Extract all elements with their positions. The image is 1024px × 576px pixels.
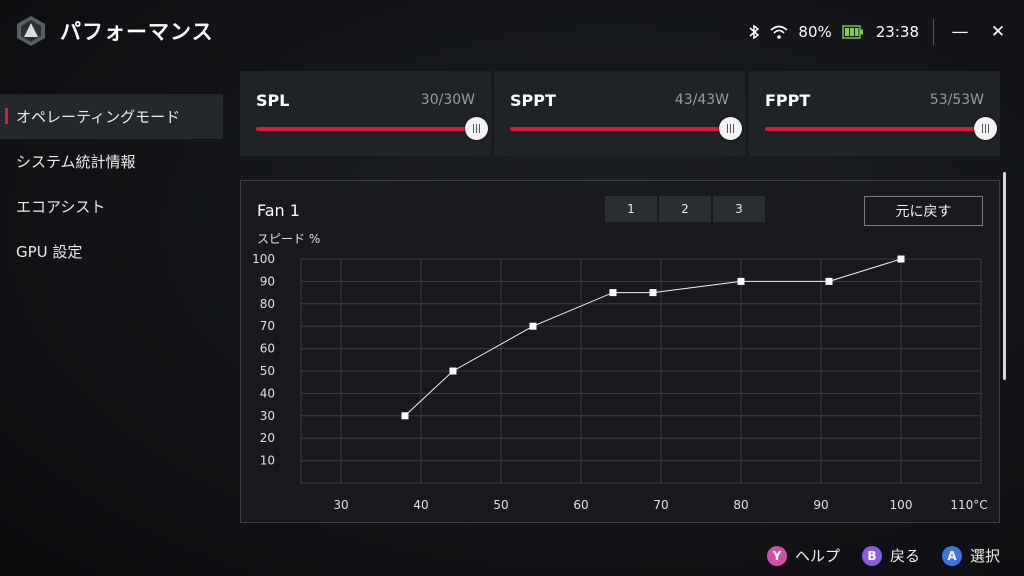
y-button-icon: Y — [766, 545, 787, 566]
battery-percent: 80% — [798, 23, 832, 41]
status-bar: 80% 23:38 — ✕ — [738, 19, 1012, 45]
y-axis-label: スピード % — [257, 232, 321, 246]
y-tick-label: 30 — [260, 409, 275, 423]
battery-charging-icon — [842, 25, 864, 39]
fan-curve-panel: 30 40 50 60 70 80 90 100 110°C 100 90 80 70 60 50 40 30 2… — [240, 180, 1000, 523]
power-value: 30/30W — [420, 92, 475, 108]
fan-curve-line — [404, 258, 902, 417]
clock: 23:38 — [875, 23, 919, 41]
fan-curve-point[interactable] — [897, 255, 905, 263]
x-tick-label: 60 — [573, 498, 588, 512]
power-value: 53/53W — [929, 92, 984, 108]
y-tick-label: 100 — [252, 252, 275, 266]
power-slider-thumb[interactable] — [974, 117, 997, 140]
divider — [933, 19, 934, 45]
x-tick-label: 100 — [890, 498, 913, 512]
hint-label: ヘルプ — [794, 547, 840, 565]
select-hint[interactable]: A 選択 — [941, 545, 1000, 566]
y-tick-label: 70 — [260, 319, 275, 333]
active-marker — [5, 108, 8, 124]
y-tick-label: 10 — [260, 454, 275, 468]
y-tick-label: 90 — [260, 274, 275, 288]
power-slider-track[interactable] — [510, 127, 729, 131]
power-name: SPPT — [510, 91, 556, 110]
sidebar-item-system-stats[interactable]: システム統計情報 — [0, 139, 223, 184]
spl-card: SPL 30/30W — [240, 71, 491, 156]
power-slider-thumb[interactable] — [719, 117, 742, 140]
a-button-icon: A — [941, 545, 962, 566]
hint-label: 戻る — [889, 547, 920, 565]
power-slider-thumb[interactable] — [465, 117, 488, 140]
fan-tab-2[interactable]: 2 — [659, 196, 711, 222]
sidebar-item-gpu-settings[interactable]: GPU 設定 — [0, 229, 223, 274]
y-tick-label: 40 — [260, 386, 275, 400]
x-tick-label: 50 — [493, 498, 508, 512]
fan-curve-point[interactable] — [449, 367, 457, 375]
fan-tab-3[interactable]: 3 — [713, 196, 765, 222]
back-hint[interactable]: B 戻る — [861, 545, 920, 566]
x-tick-label: 70 — [653, 498, 668, 512]
sidebar-item-operating-mode[interactable]: オペレーティングモード — [0, 94, 223, 139]
fan-curve-point[interactable] — [649, 289, 657, 297]
fan-curve-point[interactable] — [737, 277, 745, 285]
minimize-icon[interactable]: — — [951, 22, 969, 42]
sidebar: オペレーティングモード システム統計情報 エコアシスト GPU 設定 — [0, 94, 223, 274]
scrollbar[interactable] — [1003, 172, 1006, 380]
power-slider-track[interactable] — [256, 127, 475, 131]
page-title: パフォーマンス — [60, 20, 214, 44]
x-tick-label: 40 — [413, 498, 428, 512]
power-name: SPL — [256, 91, 290, 110]
x-tick-label: 80 — [733, 498, 748, 512]
wifi-icon — [770, 25, 788, 39]
power-value: 43/43W — [674, 92, 729, 108]
y-tick-label: 20 — [260, 431, 275, 445]
sidebar-item-label: エコアシスト — [16, 198, 106, 216]
reset-button[interactable]: 元に戻す — [864, 196, 983, 226]
sppt-card: SPPT 43/43W — [494, 71, 745, 156]
hint-label: 選択 — [969, 547, 1000, 565]
fan-tab-1[interactable]: 1 — [605, 196, 657, 222]
fan-title: Fan 1 — [257, 201, 300, 220]
controller-hints: Y ヘルプ B 戻る A 選択 — [745, 545, 1000, 566]
fan-curve-chart[interactable]: 30 40 50 60 70 80 90 100 110°C 100 90 80 70 60 50 40 30 2… — [241, 181, 999, 522]
x-tick-label: 90 — [813, 498, 828, 512]
fppt-card: FPPT 53/53W — [749, 71, 1000, 156]
help-hint[interactable]: Y ヘルプ — [766, 545, 840, 566]
fan-profile-tabs: 1 2 3 — [605, 196, 765, 222]
x-tick-label: 110°C — [950, 498, 987, 512]
y-tick-label: 60 — [260, 342, 275, 356]
bluetooth-icon — [748, 24, 760, 40]
app-logo-icon — [17, 16, 45, 46]
b-button-icon: B — [861, 545, 882, 566]
y-tick-label: 50 — [260, 364, 275, 378]
power-slider-track[interactable] — [765, 127, 984, 131]
power-name: FPPT — [765, 91, 811, 110]
fan-curve-point[interactable] — [825, 277, 833, 285]
sidebar-item-eco-assist[interactable]: エコアシスト — [0, 184, 223, 229]
fan-curve-point[interactable] — [609, 289, 617, 297]
fan-curve-point[interactable] — [401, 412, 409, 420]
x-tick-label: 30 — [333, 498, 348, 512]
y-tick-label: 80 — [260, 297, 275, 311]
close-icon[interactable]: ✕ — [990, 22, 1006, 42]
fan-curve-point[interactable] — [529, 322, 537, 330]
sidebar-item-label: GPU 設定 — [16, 243, 83, 261]
sidebar-item-label: システム統計情報 — [16, 153, 136, 171]
sidebar-item-label: オペレーティングモード — [16, 108, 181, 126]
